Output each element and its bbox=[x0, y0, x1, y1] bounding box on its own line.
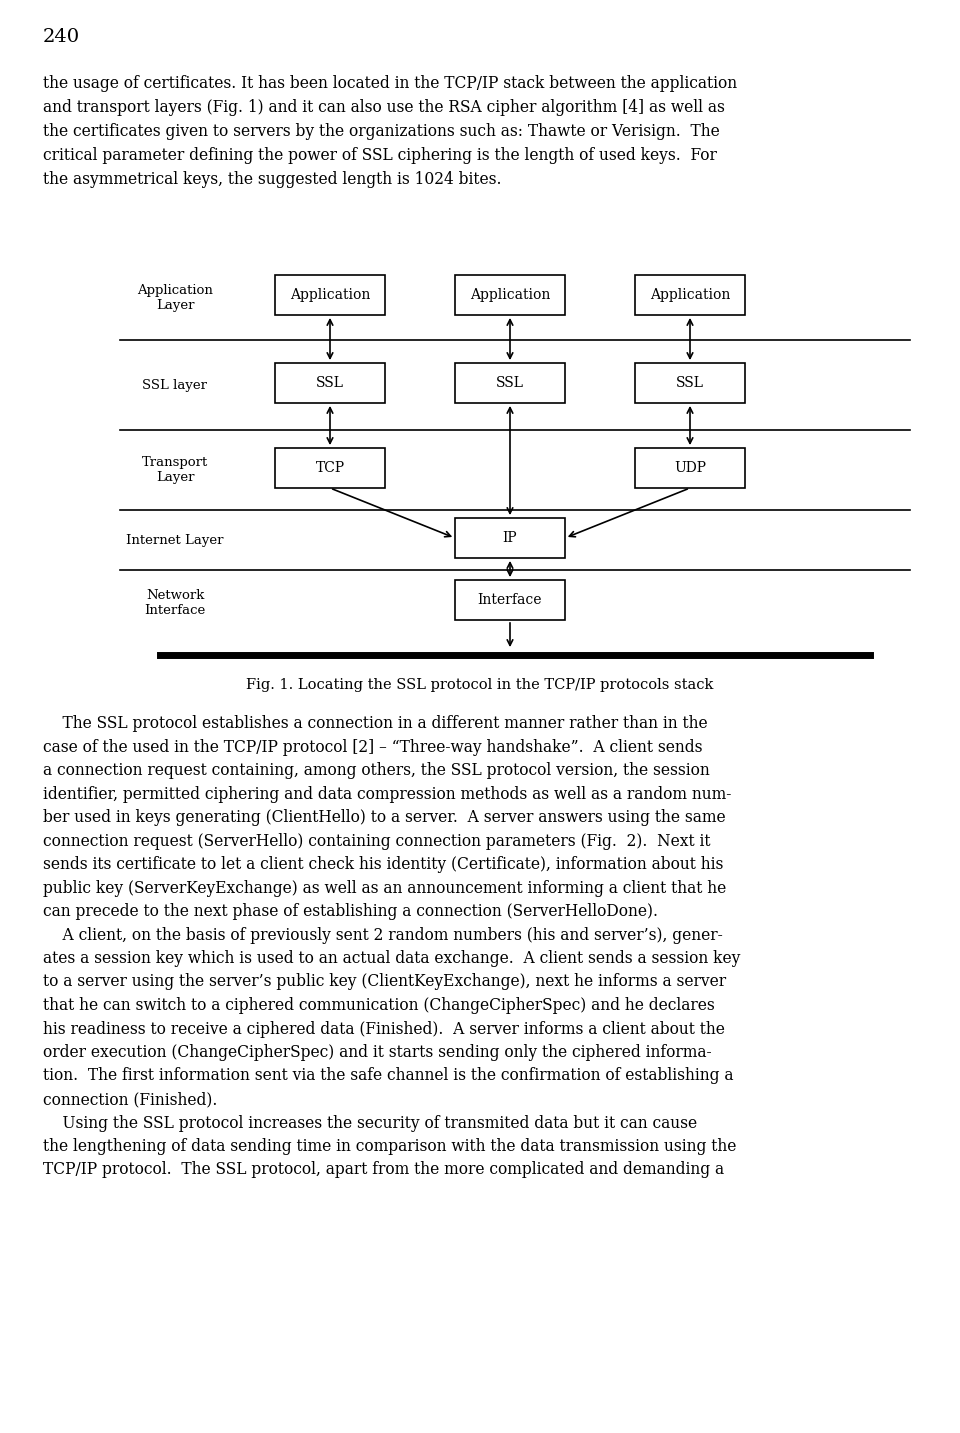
Text: and transport layers (Fig. 1) and it can also use the RSA cipher algorithm [4] a: and transport layers (Fig. 1) and it can… bbox=[43, 99, 725, 116]
Text: ber used in keys generating (ClientHello) to a server.  A server answers using t: ber used in keys generating (ClientHello… bbox=[43, 810, 726, 825]
Text: the usage of certificates. It has been located in the TCP/IP stack between the a: the usage of certificates. It has been l… bbox=[43, 75, 737, 92]
Text: 240: 240 bbox=[43, 29, 80, 46]
Text: The SSL protocol establishes a connection in a different manner rather than in t: The SSL protocol establishes a connectio… bbox=[43, 715, 708, 732]
Text: TCP: TCP bbox=[316, 461, 345, 474]
Text: the asymmetrical keys, the suggested length is 1024 bites.: the asymmetrical keys, the suggested len… bbox=[43, 171, 501, 188]
Text: case of the used in the TCP/IP protocol [2] – “Three-way handshake”.  A client s: case of the used in the TCP/IP protocol … bbox=[43, 738, 703, 755]
Text: SSL: SSL bbox=[676, 375, 704, 390]
Text: Fig. 1. Locating the SSL protocol in the TCP/IP protocols stack: Fig. 1. Locating the SSL protocol in the… bbox=[247, 678, 713, 692]
Text: sends its certificate to let a client check his identity (Certificate), informat: sends its certificate to let a client ch… bbox=[43, 856, 724, 873]
Text: Application: Application bbox=[290, 288, 371, 302]
Text: SSL: SSL bbox=[316, 375, 344, 390]
Bar bbox=[635, 275, 745, 315]
Text: his readiness to receive a ciphered data (Finished).  A server informs a client : his readiness to receive a ciphered data… bbox=[43, 1020, 725, 1037]
Text: TCP/IP protocol.  The SSL protocol, apart from the more complicated and demandin: TCP/IP protocol. The SSL protocol, apart… bbox=[43, 1162, 724, 1178]
Bar bbox=[635, 363, 745, 403]
Text: SSL: SSL bbox=[496, 375, 524, 390]
Text: connection (Finished).: connection (Finished). bbox=[43, 1091, 217, 1108]
Bar bbox=[455, 517, 565, 557]
Text: critical parameter defining the power of SSL ciphering is the length of used key: critical parameter defining the power of… bbox=[43, 148, 717, 163]
Text: to a server using the server’s public key (ClientKeyExchange), next he informs a: to a server using the server’s public ke… bbox=[43, 973, 726, 990]
Text: that he can switch to a ciphered communication (ChangeCipherSpec) and he declare: that he can switch to a ciphered communi… bbox=[43, 997, 715, 1015]
Text: a connection request containing, among others, the SSL protocol version, the ses: a connection request containing, among o… bbox=[43, 762, 709, 780]
Text: A client, on the basis of previously sent 2 random numbers (his and server’s), g: A client, on the basis of previously sen… bbox=[43, 927, 723, 943]
Text: identifier, permitted ciphering and data compression methods as well as a random: identifier, permitted ciphering and data… bbox=[43, 785, 732, 802]
Bar bbox=[275, 275, 385, 315]
Bar bbox=[455, 275, 565, 315]
Text: Internet Layer: Internet Layer bbox=[127, 533, 224, 546]
Text: IP: IP bbox=[503, 532, 517, 545]
Text: Transport
Layer: Transport Layer bbox=[142, 456, 208, 484]
Text: connection request (ServerHello) containing connection parameters (Fig.  2).  Ne: connection request (ServerHello) contain… bbox=[43, 833, 710, 850]
Text: SSL layer: SSL layer bbox=[142, 378, 207, 391]
Text: can precede to the next phase of establishing a connection (ServerHelloDone).: can precede to the next phase of establi… bbox=[43, 903, 658, 920]
Bar bbox=[455, 580, 565, 620]
Text: ates a session key which is used to an actual data exchange.  A client sends a s: ates a session key which is used to an a… bbox=[43, 950, 740, 967]
Text: Network
Interface: Network Interface bbox=[144, 589, 205, 616]
Text: Application: Application bbox=[650, 288, 731, 302]
Text: Application
Layer: Application Layer bbox=[137, 284, 213, 311]
Bar bbox=[275, 363, 385, 403]
Text: the certificates given to servers by the organizations such as: Thawte or Verisi: the certificates given to servers by the… bbox=[43, 123, 720, 140]
Bar bbox=[275, 449, 385, 489]
Text: public key (ServerKeyExchange) as well as an announcement informing a client tha: public key (ServerKeyExchange) as well a… bbox=[43, 880, 727, 897]
Bar bbox=[635, 449, 745, 489]
Text: Using the SSL protocol increases the security of transmited data but it can caus: Using the SSL protocol increases the sec… bbox=[43, 1115, 697, 1132]
Text: the lengthening of data sending time in comparison with the data transmission us: the lengthening of data sending time in … bbox=[43, 1138, 736, 1155]
Text: order execution (ChangeCipherSpec) and it starts sending only the ciphered infor: order execution (ChangeCipherSpec) and i… bbox=[43, 1045, 711, 1060]
Text: tion.  The first information sent via the safe channel is the confirmation of es: tion. The first information sent via the… bbox=[43, 1068, 733, 1085]
Text: UDP: UDP bbox=[674, 461, 706, 474]
Text: Application: Application bbox=[469, 288, 550, 302]
Text: Interface: Interface bbox=[478, 593, 542, 608]
Bar bbox=[455, 363, 565, 403]
